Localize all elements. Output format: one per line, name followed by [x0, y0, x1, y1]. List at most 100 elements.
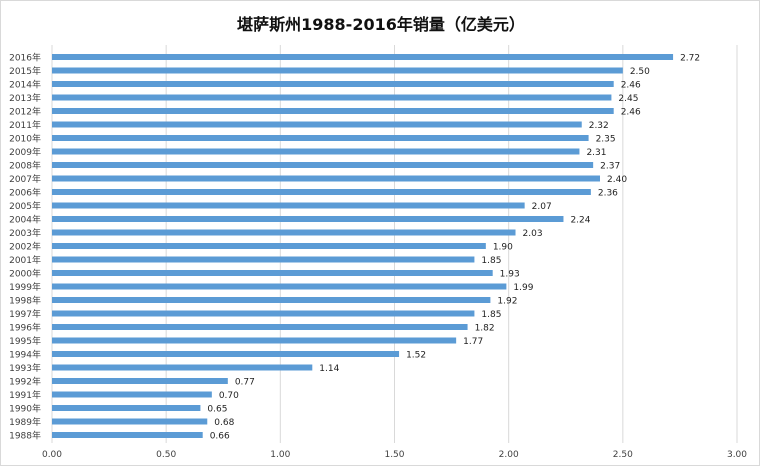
chart-title: 堪萨斯州1988-2016年销量（亿美元） [237, 15, 525, 34]
data-label: 1.14 [319, 364, 339, 374]
y-category-label: 1999年 [9, 281, 41, 293]
data-label: 1.52 [406, 351, 426, 361]
bar [52, 405, 201, 411]
bar [52, 108, 614, 114]
y-category-label: 2005年 [9, 200, 41, 212]
y-category-label: 1998年 [9, 295, 41, 307]
data-label: 1.90 [493, 243, 513, 253]
y-category-label: 2006年 [9, 187, 41, 199]
bar [52, 121, 582, 128]
data-label: 1.85 [481, 310, 501, 320]
bar [52, 418, 208, 425]
data-label: 1.92 [497, 297, 517, 307]
y-category-label: 2001年 [9, 254, 41, 266]
bar [52, 432, 203, 438]
x-tick-label: 0.00 [42, 450, 62, 460]
y-category-label: 2016年 [9, 52, 41, 64]
data-label: 0.77 [235, 378, 255, 388]
bar [52, 175, 600, 182]
data-label: 2.03 [523, 229, 543, 239]
x-tick-label: 2.50 [613, 450, 633, 460]
data-label: 1.82 [475, 324, 495, 334]
bar [52, 189, 591, 195]
y-category-label: 1994年 [9, 349, 41, 361]
y-category-label: 2015年 [9, 65, 41, 77]
bar [52, 378, 228, 384]
y-category-label: 2003年 [9, 227, 41, 239]
data-label: 2.07 [532, 202, 552, 212]
bar [52, 391, 212, 398]
y-category-label: 2004年 [9, 214, 41, 226]
data-label: 2.45 [618, 94, 638, 104]
y-category-label: 2002年 [9, 241, 41, 253]
bar [52, 54, 674, 60]
bar [52, 283, 507, 290]
data-label: 0.70 [219, 391, 239, 401]
data-label: 2.72 [680, 54, 700, 64]
bar [52, 243, 486, 249]
data-label: 2.24 [570, 216, 590, 226]
y-category-label: 1989年 [9, 416, 41, 428]
bar [52, 81, 614, 87]
data-label: 2.46 [621, 108, 641, 118]
bars [52, 54, 674, 438]
x-tick-label: 1.50 [384, 450, 404, 460]
y-category-label: 1997年 [9, 308, 41, 320]
bar [52, 67, 623, 74]
bar [52, 256, 475, 263]
data-label: 2.31 [586, 148, 606, 158]
data-label: 2.36 [598, 189, 618, 199]
bar [52, 337, 457, 344]
y-category-label: 1992年 [9, 376, 41, 388]
y-category-label: 2000年 [9, 268, 41, 280]
bar [52, 148, 580, 155]
y-category-label: 2007年 [9, 173, 41, 185]
bar [52, 351, 400, 357]
bar [52, 162, 594, 168]
data-label: 1.85 [481, 256, 501, 266]
data-label: 2.35 [596, 135, 616, 145]
data-label: 2.40 [607, 175, 627, 185]
bar [52, 94, 612, 101]
y-category-label: 1991年 [9, 389, 41, 401]
x-tick-label: 2.00 [499, 450, 519, 460]
bar [52, 135, 589, 141]
bar [52, 216, 564, 222]
data-label: 1.99 [513, 283, 533, 293]
x-tick-label: 3.00 [727, 450, 747, 460]
y-category-label: 2011年 [9, 119, 41, 131]
data-label: 1.93 [500, 270, 520, 280]
y-category-label: 2010年 [9, 133, 41, 145]
bar [52, 270, 493, 276]
bar [52, 297, 491, 303]
y-category-label: 1996年 [9, 322, 41, 334]
y-category-label: 2014年 [9, 79, 41, 91]
bar [52, 364, 313, 371]
bar [52, 229, 516, 236]
bar [52, 324, 468, 330]
data-label: 2.46 [621, 81, 641, 91]
bar [52, 310, 475, 317]
data-label: 1.77 [463, 337, 483, 347]
y-category-label: 2009年 [9, 146, 41, 158]
y-category-label: 1988年 [9, 430, 41, 442]
y-category-label: 2012年 [9, 106, 41, 118]
data-label: 0.65 [207, 405, 227, 415]
data-label: 2.32 [589, 121, 609, 131]
x-tick-label: 1.00 [270, 450, 290, 460]
data-label: 0.66 [210, 432, 230, 442]
x-axis-labels: 0.00 0.50 1.00 1.50 2.00 2.50 3.00 [42, 450, 747, 460]
y-category-label: 1990年 [9, 403, 41, 415]
data-label: 2.37 [600, 162, 620, 172]
data-label: 2.50 [630, 67, 650, 77]
data-labels: 2.72 2.50 2.46 2.45 2.46 2.32 2.35 2.31 2.37 2.40… [207, 54, 700, 442]
x-tick-label: 0.50 [156, 450, 176, 460]
bar [52, 202, 525, 209]
y-category-label: 2013年 [9, 92, 41, 104]
data-label: 0.68 [214, 418, 234, 428]
y-category-label: 1993年 [9, 362, 41, 374]
y-category-label: 2008年 [9, 160, 41, 172]
